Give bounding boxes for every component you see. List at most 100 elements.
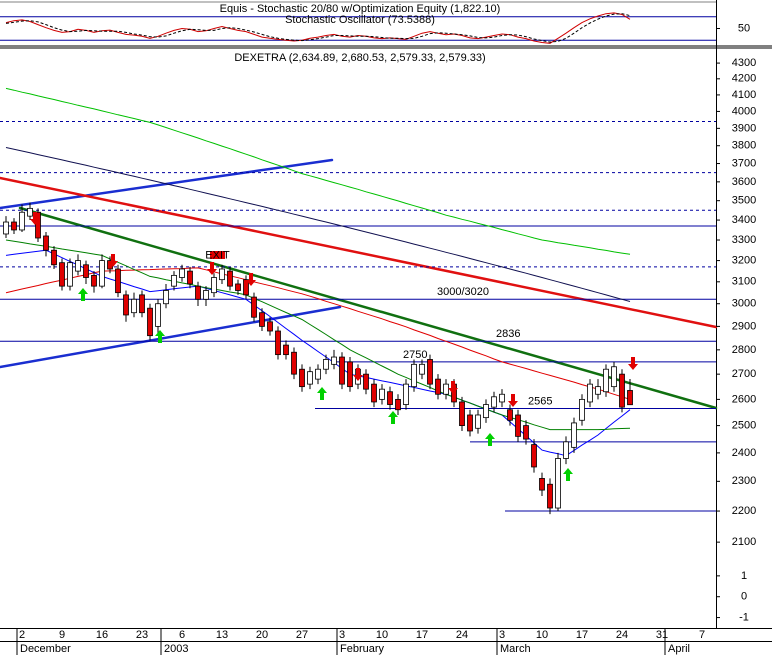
candle-body <box>259 312 265 327</box>
candle-body <box>139 294 145 314</box>
y-tick-label: 2800 <box>732 344 756 356</box>
y-tick-label: 3700 <box>732 157 756 169</box>
candle-body <box>611 366 617 388</box>
candle-body <box>251 296 257 318</box>
x-tick-label: 24 <box>456 629 468 641</box>
month-label: April <box>668 643 690 655</box>
candle-body <box>99 260 105 287</box>
x-tick-label: 10 <box>536 629 548 641</box>
candle-body <box>187 270 193 285</box>
candle-body <box>267 321 273 332</box>
y-tick-label: 4300 <box>732 57 756 69</box>
candle-body <box>51 249 57 266</box>
candle-body <box>131 298 137 314</box>
y-tick-label: 3100 <box>732 276 756 288</box>
x-tick-label: 23 <box>136 629 148 641</box>
candle-body <box>299 368 305 388</box>
signal-arrow <box>485 433 495 446</box>
candle-body <box>523 425 529 440</box>
x-tick-label: 3 <box>499 629 505 641</box>
y-tick-label: 3200 <box>732 254 756 266</box>
y-tick-label: 3400 <box>732 214 756 226</box>
signal-arrow <box>317 387 327 400</box>
signal-arrow <box>207 262 217 275</box>
y-tick-label: 3800 <box>732 140 756 152</box>
panel-subtitle: Stochastic Oscillator (73.5388) <box>285 14 435 26</box>
candle-body <box>283 344 289 356</box>
y-tick-label: 2200 <box>732 505 756 517</box>
candle-body <box>371 383 377 403</box>
candle-body <box>43 235 49 251</box>
candle-body <box>491 396 497 408</box>
candle-body <box>163 290 169 305</box>
candle-body <box>323 359 329 370</box>
x-tick-label: 17 <box>576 629 588 641</box>
candle-body <box>147 307 153 337</box>
month-label: February <box>340 643 385 655</box>
candle-body <box>123 294 129 316</box>
oscillator-line <box>5 12 631 44</box>
candle-body <box>195 285 201 300</box>
y-tick-label: 2100 <box>732 536 756 548</box>
signal-arrow <box>628 357 638 370</box>
candle-body <box>3 221 9 235</box>
candle-body <box>387 391 393 405</box>
x-tick-label: 17 <box>416 629 428 641</box>
candle-body <box>67 262 73 287</box>
line-label: 2565 <box>528 395 552 407</box>
signal-arrow <box>563 468 573 481</box>
month-label: 2003 <box>164 643 188 655</box>
y-tick-label: 2900 <box>732 320 756 332</box>
candle-body <box>363 373 369 390</box>
candle-body <box>227 270 233 287</box>
exit-box <box>210 251 225 259</box>
candle-body <box>459 401 465 426</box>
candle-body <box>59 262 65 287</box>
y-tick-label: 2300 <box>732 475 756 487</box>
signal-arrow <box>448 381 458 394</box>
signal-arrow <box>508 394 518 407</box>
trendline <box>18 206 718 410</box>
candle-body <box>219 268 225 281</box>
y-tick-label: 50 <box>738 22 750 34</box>
y-tick-label: 3600 <box>732 176 756 188</box>
candle-body <box>211 277 217 294</box>
y-tick-label: 3300 <box>732 234 756 246</box>
x-tick-label: 9 <box>59 629 65 641</box>
y-tick-label: 3500 <box>732 195 756 207</box>
exit-label: EXIT <box>205 249 230 261</box>
candle-body <box>531 444 537 468</box>
x-tick-label: 7 <box>699 629 705 641</box>
candle-body <box>307 371 313 385</box>
candle-body <box>627 390 633 406</box>
y-tick-label: 4100 <box>732 89 756 101</box>
signal-arrow <box>155 330 165 343</box>
candle-body <box>539 478 545 491</box>
signal-arrow <box>30 212 40 225</box>
candle-body <box>411 363 417 388</box>
candle-body <box>75 260 81 272</box>
x-tick-label: 2 <box>19 629 25 641</box>
candle-body <box>27 207 33 217</box>
candle-body <box>507 409 513 421</box>
y-tick-label: 0 <box>741 591 747 603</box>
candle-body <box>19 211 25 231</box>
y-tick-label: 1 <box>741 570 747 582</box>
x-tick-label: 27 <box>296 629 308 641</box>
candle-body <box>619 373 625 408</box>
candle-body <box>291 351 297 375</box>
moving-average <box>5 147 631 302</box>
candle-body <box>275 330 281 356</box>
candle-body <box>443 383 449 395</box>
x-tick-label: 31 <box>656 629 668 641</box>
candle-body <box>435 378 441 395</box>
candle-body <box>515 414 521 437</box>
candle-body <box>243 279 249 296</box>
signal-arrow <box>108 254 118 267</box>
candle-body <box>235 283 241 291</box>
candle-body <box>419 363 425 375</box>
candle-body <box>315 368 321 380</box>
moving-average <box>5 87 631 255</box>
candle-body <box>483 404 489 419</box>
